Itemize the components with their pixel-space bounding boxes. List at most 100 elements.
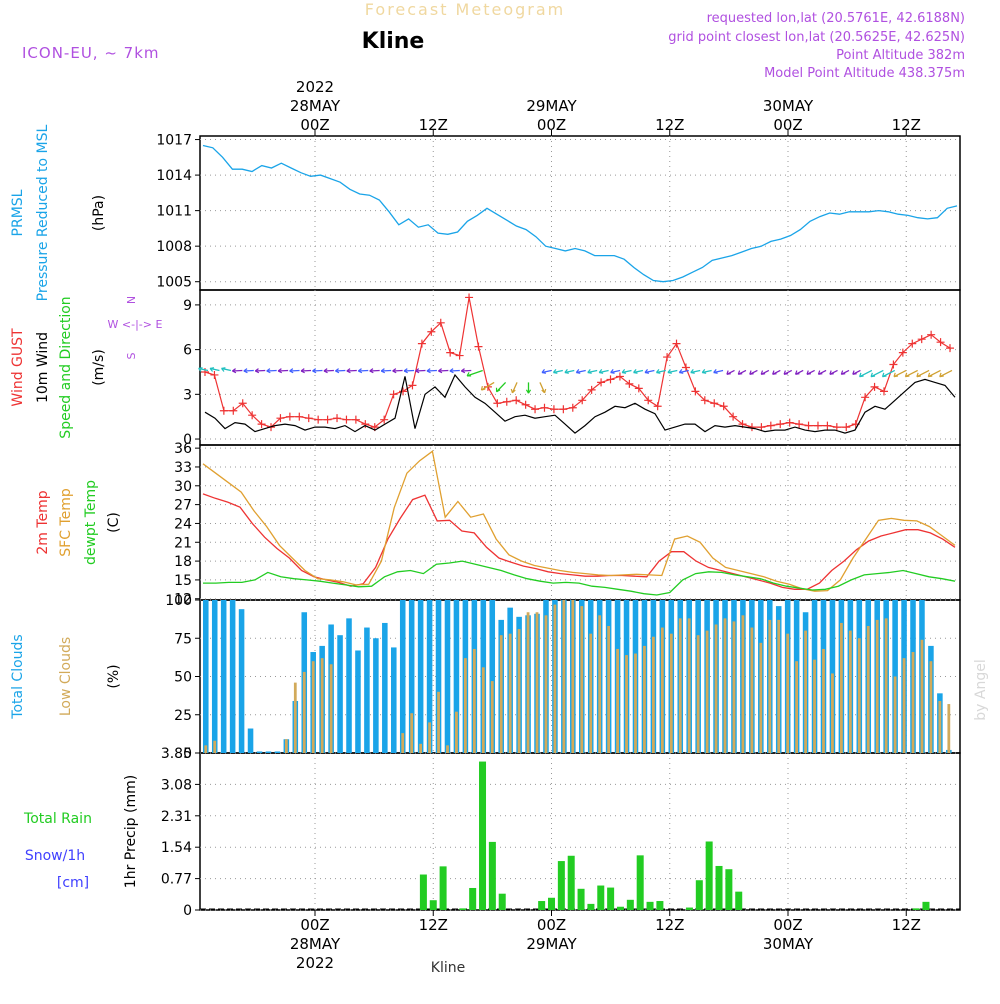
gust-marker <box>729 412 738 421</box>
total-clouds-bar <box>355 650 361 753</box>
low-clouds-bar <box>696 635 700 753</box>
rain-bar <box>685 907 693 910</box>
wind-direction-arrow <box>255 369 266 372</box>
wind-arrow-head <box>610 369 615 374</box>
gust-marker <box>634 384 643 393</box>
wind-arrow-head <box>266 368 271 374</box>
low-clouds-bar <box>911 652 915 753</box>
low-clouds-bar <box>589 633 593 753</box>
gust-marker <box>597 378 606 387</box>
low-clouds-bar <box>634 653 637 753</box>
pressure-ytick-label: 1005 <box>156 275 192 291</box>
rain-bar <box>419 874 427 910</box>
wind-arrow-head <box>881 372 887 378</box>
temperature-ytick-label: 33 <box>174 460 192 476</box>
rain-bar <box>597 885 605 910</box>
wind-arrow-head <box>916 372 921 378</box>
wind-arrow-head <box>772 370 777 375</box>
pressure-line <box>202 144 958 283</box>
rain-bar <box>567 855 575 910</box>
rain-bar <box>557 861 565 910</box>
pressure-ylabel: Pressure Reduced to MSL <box>35 124 51 301</box>
low-clouds-bar <box>732 621 736 753</box>
total-clouds-bar <box>247 728 254 753</box>
wind-arrow-head <box>438 368 443 374</box>
gust-marker <box>502 397 511 406</box>
wind-direction-arrow <box>564 369 575 374</box>
clouds-ytick-label: 100 <box>165 593 192 609</box>
top-xtick-label: 00Z <box>537 116 566 134</box>
low-clouds-bar <box>553 604 557 753</box>
low-clouds-bar <box>759 642 763 753</box>
low-clouds-bar <box>508 633 512 753</box>
gust-marker <box>861 393 870 402</box>
wind-arrow-head <box>829 370 834 375</box>
low-clouds-bar <box>920 639 924 753</box>
low-clouds-bar <box>866 626 870 753</box>
wind-direction-arrow <box>358 369 369 372</box>
wind-direction-arrow <box>404 369 415 372</box>
precip-legend-label: Total Rain <box>23 811 92 827</box>
top-xtick-label: 12Z <box>655 116 684 134</box>
low-clouds-bar <box>741 615 745 753</box>
wind-direction-arrow <box>209 367 220 372</box>
low-clouds-bar <box>284 739 288 753</box>
wind-arrow-head <box>655 369 661 374</box>
wind-direction-arrow <box>266 369 277 372</box>
wind-direction-arrow <box>335 369 346 372</box>
rain-bar <box>439 866 447 910</box>
gust-marker <box>229 406 238 415</box>
temperature-ytick-label: 27 <box>174 498 192 514</box>
low-clouds-bar <box>544 615 548 753</box>
wind-ytick-label: 6 <box>183 343 192 359</box>
wind-arrow-head <box>449 368 454 374</box>
sfc-temp-line <box>202 450 956 592</box>
wind-arrow-head <box>840 370 846 375</box>
gust-marker <box>531 405 540 414</box>
precip-legend-label: [cm] <box>57 875 89 891</box>
top-xtick-label: 30MAY <box>763 97 814 115</box>
gust-marker <box>474 342 483 351</box>
low-clouds-bar <box>616 648 619 753</box>
wind-arrow-head <box>678 369 684 374</box>
wind-arrow-head <box>232 368 237 374</box>
wind-direction-arrow <box>369 369 380 372</box>
gust-marker <box>663 353 672 362</box>
gust-marker <box>285 412 294 421</box>
gust-marker <box>323 415 332 424</box>
low-clouds-bar <box>419 743 423 753</box>
gust-marker <box>747 423 756 432</box>
wind-arrow-head <box>564 369 569 374</box>
total-clouds-bar <box>256 751 263 753</box>
wind-arrow-head <box>870 372 876 378</box>
wind-arrow-head <box>690 369 695 374</box>
low-clouds-bar <box>204 745 208 753</box>
gust-marker <box>785 418 794 427</box>
gust-marker <box>361 420 370 429</box>
wind-arrow-head <box>783 370 789 375</box>
gust-marker <box>653 402 662 411</box>
wind-arrow-head <box>893 372 899 378</box>
gust-marker <box>276 414 285 423</box>
bottom-xtick-label: 28MAY <box>290 935 341 953</box>
rain-bar <box>735 891 743 910</box>
gust-marker <box>549 405 558 414</box>
total-clouds-bar <box>373 638 379 753</box>
wind-direction-arrow <box>481 381 495 391</box>
wind-direction-arrow <box>916 369 930 378</box>
low-clouds-bar <box>884 618 888 753</box>
gust-marker <box>417 339 426 348</box>
wind-direction-arrow <box>644 369 655 374</box>
wind-arrow-head <box>254 368 260 374</box>
wind-arrow-head <box>713 369 718 374</box>
low-clouds-bar <box>329 664 333 753</box>
rain-bar <box>705 841 713 910</box>
temperature-ytick-label: 12 <box>174 592 192 608</box>
low-clouds-bar <box>526 612 530 753</box>
total-clouds-bar <box>274 751 281 753</box>
gust-marker <box>832 423 841 432</box>
low-clouds-bar <box>687 618 691 753</box>
total-clouds-bar <box>444 600 451 753</box>
low-clouds-bar <box>768 619 772 753</box>
wind-arrow-head <box>495 387 501 393</box>
